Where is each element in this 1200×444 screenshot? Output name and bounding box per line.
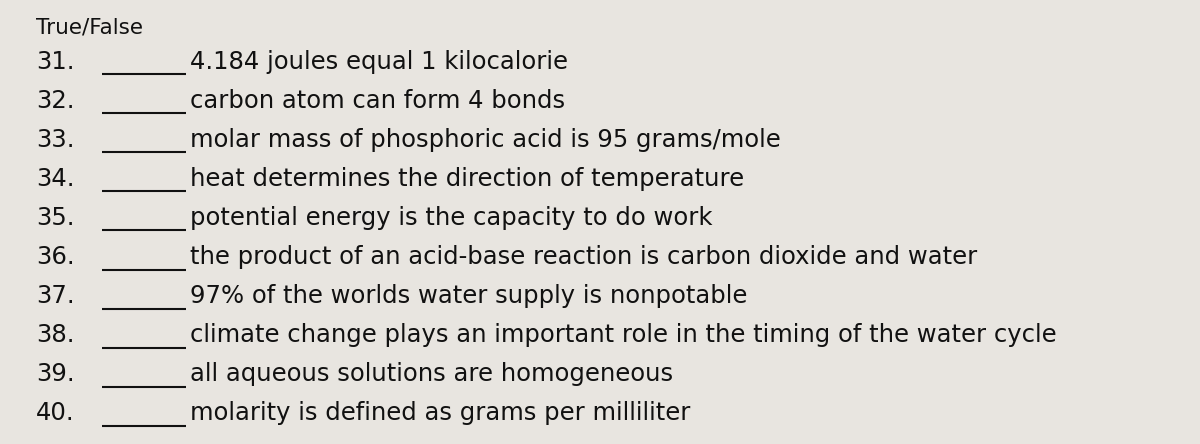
- Text: 33.: 33.: [36, 128, 74, 152]
- Text: 35.: 35.: [36, 206, 74, 230]
- Text: 4.184 joules equal 1 kilocalorie: 4.184 joules equal 1 kilocalorie: [190, 50, 568, 74]
- Text: 37.: 37.: [36, 284, 74, 308]
- Text: 36.: 36.: [36, 245, 74, 269]
- Text: True/False: True/False: [36, 18, 143, 38]
- Text: carbon atom can form 4 bonds: carbon atom can form 4 bonds: [190, 89, 565, 113]
- Text: 39.: 39.: [36, 362, 74, 386]
- Text: molar mass of phosphoric acid is 95 grams/mole: molar mass of phosphoric acid is 95 gram…: [190, 128, 780, 152]
- Text: 34.: 34.: [36, 167, 74, 191]
- Text: 97% of the worlds water supply is nonpotable: 97% of the worlds water supply is nonpot…: [190, 284, 746, 308]
- Text: 31.: 31.: [36, 50, 74, 74]
- Text: 32.: 32.: [36, 89, 74, 113]
- Text: the product of an acid-base reaction is carbon dioxide and water: the product of an acid-base reaction is …: [190, 245, 977, 269]
- Text: potential energy is the capacity to do work: potential energy is the capacity to do w…: [190, 206, 712, 230]
- Text: all aqueous solutions are homogeneous: all aqueous solutions are homogeneous: [190, 362, 673, 386]
- Text: molarity is defined as grams per milliliter: molarity is defined as grams per millili…: [190, 401, 690, 425]
- Text: 40.: 40.: [36, 401, 74, 425]
- Text: climate change plays an important role in the timing of the water cycle: climate change plays an important role i…: [190, 323, 1056, 347]
- Text: 38.: 38.: [36, 323, 74, 347]
- Text: heat determines the direction of temperature: heat determines the direction of tempera…: [190, 167, 744, 191]
